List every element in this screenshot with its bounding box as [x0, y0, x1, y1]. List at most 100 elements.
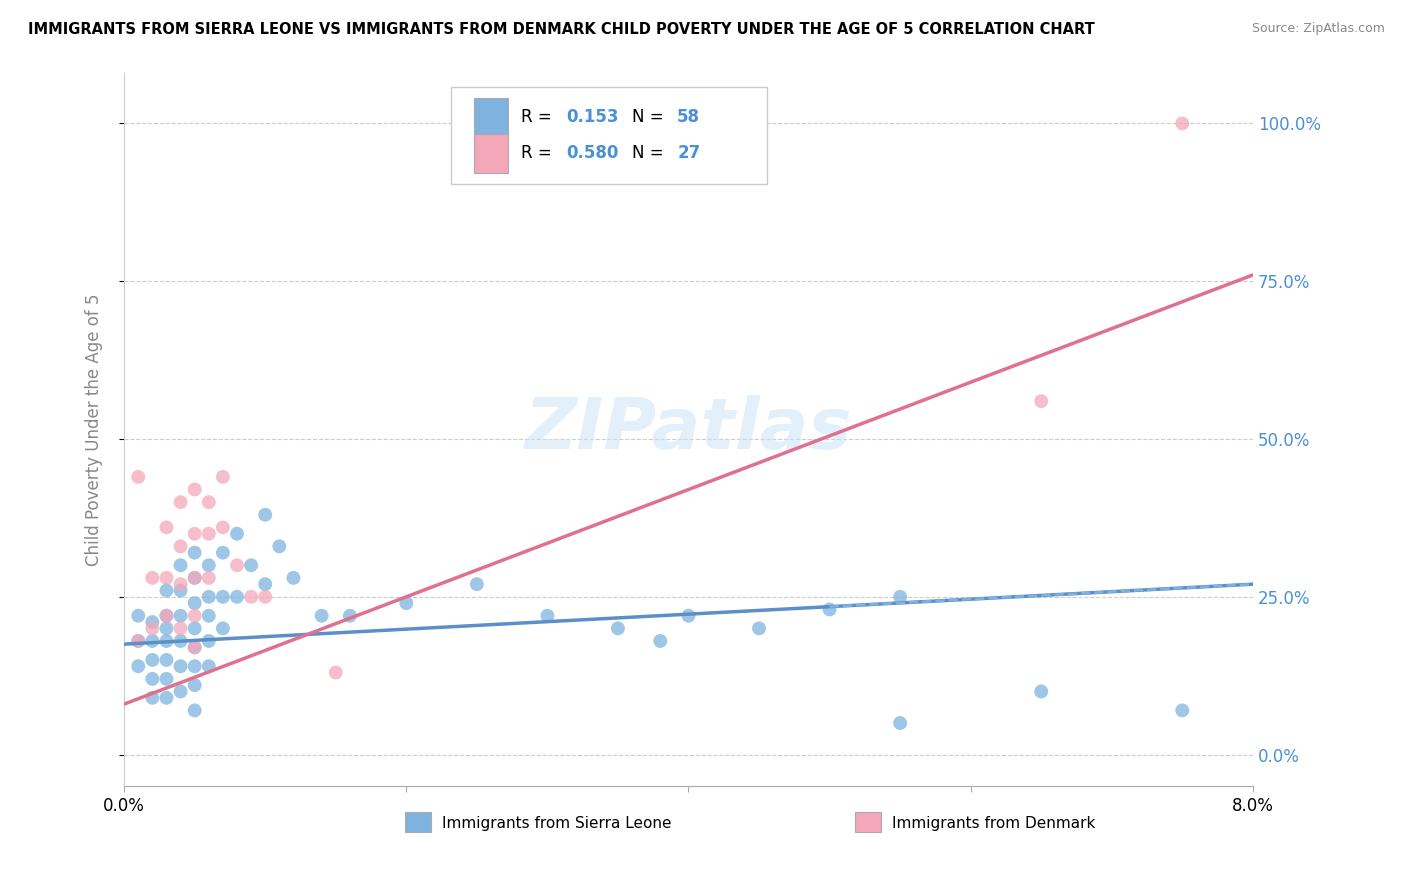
- Point: [141, 634, 163, 648]
- Text: 58: 58: [678, 108, 700, 127]
- Text: Immigrants from Sierra Leone: Immigrants from Sierra Leone: [441, 816, 672, 831]
- Text: R =: R =: [522, 145, 557, 162]
- Point: [212, 621, 235, 635]
- Point: [169, 659, 191, 673]
- Text: N =: N =: [633, 145, 669, 162]
- Point: [650, 634, 672, 648]
- Point: [678, 608, 700, 623]
- Point: [169, 495, 191, 509]
- Point: [155, 520, 177, 534]
- Point: [325, 665, 347, 680]
- Point: [127, 634, 149, 648]
- Point: [183, 526, 205, 541]
- Point: [141, 621, 163, 635]
- Point: [169, 577, 191, 591]
- Point: [155, 653, 177, 667]
- Point: [169, 621, 191, 635]
- Point: [607, 621, 630, 635]
- Point: [339, 608, 361, 623]
- FancyBboxPatch shape: [474, 98, 508, 137]
- Point: [183, 571, 205, 585]
- Point: [197, 659, 219, 673]
- Point: [183, 659, 205, 673]
- Point: [254, 508, 277, 522]
- Point: [155, 571, 177, 585]
- Point: [889, 590, 911, 604]
- Point: [169, 558, 191, 573]
- Point: [465, 577, 488, 591]
- Point: [212, 546, 235, 560]
- Point: [254, 577, 277, 591]
- Point: [127, 608, 149, 623]
- Text: Immigrants from Denmark: Immigrants from Denmark: [891, 816, 1095, 831]
- Point: [183, 483, 205, 497]
- Point: [183, 640, 205, 655]
- Point: [818, 602, 841, 616]
- Point: [141, 672, 163, 686]
- Point: [197, 571, 219, 585]
- Point: [141, 690, 163, 705]
- Point: [141, 615, 163, 629]
- Point: [197, 590, 219, 604]
- Point: [141, 571, 163, 585]
- Point: [127, 659, 149, 673]
- Y-axis label: Child Poverty Under the Age of 5: Child Poverty Under the Age of 5: [86, 293, 103, 566]
- Point: [169, 684, 191, 698]
- Point: [183, 596, 205, 610]
- FancyBboxPatch shape: [474, 134, 508, 173]
- Point: [155, 608, 177, 623]
- Point: [212, 520, 235, 534]
- Point: [1031, 394, 1053, 409]
- Point: [127, 634, 149, 648]
- Point: [283, 571, 305, 585]
- Point: [311, 608, 333, 623]
- Point: [226, 526, 249, 541]
- Text: ZIPatlas: ZIPatlas: [524, 395, 852, 464]
- Point: [197, 526, 219, 541]
- Point: [155, 583, 177, 598]
- Text: Source: ZipAtlas.com: Source: ZipAtlas.com: [1251, 22, 1385, 36]
- Point: [155, 634, 177, 648]
- Point: [197, 495, 219, 509]
- Point: [212, 470, 235, 484]
- Point: [155, 608, 177, 623]
- Text: N =: N =: [633, 108, 669, 127]
- Point: [183, 546, 205, 560]
- Point: [183, 608, 205, 623]
- Point: [169, 583, 191, 598]
- Point: [183, 703, 205, 717]
- Point: [240, 590, 263, 604]
- Point: [395, 596, 418, 610]
- Point: [1171, 116, 1194, 130]
- Point: [183, 571, 205, 585]
- Point: [169, 634, 191, 648]
- Point: [226, 590, 249, 604]
- Point: [183, 678, 205, 692]
- Point: [226, 558, 249, 573]
- FancyBboxPatch shape: [451, 87, 768, 184]
- Point: [155, 690, 177, 705]
- Point: [1171, 703, 1194, 717]
- Point: [197, 608, 219, 623]
- Point: [536, 608, 558, 623]
- Text: 0.153: 0.153: [567, 108, 619, 127]
- Text: IMMIGRANTS FROM SIERRA LEONE VS IMMIGRANTS FROM DENMARK CHILD POVERTY UNDER THE : IMMIGRANTS FROM SIERRA LEONE VS IMMIGRAN…: [28, 22, 1095, 37]
- Point: [197, 634, 219, 648]
- Point: [212, 590, 235, 604]
- Point: [183, 640, 205, 655]
- Point: [889, 716, 911, 731]
- Text: 0.580: 0.580: [567, 145, 619, 162]
- Point: [269, 539, 291, 553]
- Point: [169, 539, 191, 553]
- Text: R =: R =: [522, 108, 557, 127]
- Point: [240, 558, 263, 573]
- Text: 27: 27: [678, 145, 700, 162]
- Point: [155, 672, 177, 686]
- Point: [748, 621, 770, 635]
- Point: [127, 470, 149, 484]
- Point: [141, 653, 163, 667]
- Point: [197, 558, 219, 573]
- Point: [169, 608, 191, 623]
- Point: [1031, 684, 1053, 698]
- Point: [155, 621, 177, 635]
